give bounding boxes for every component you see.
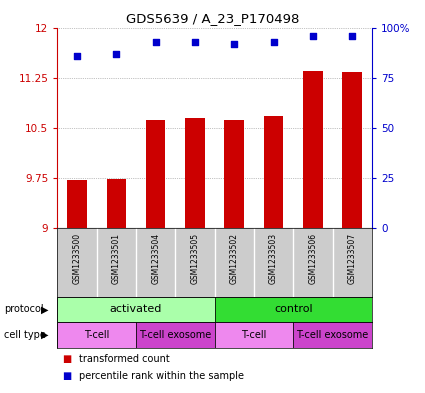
Bar	[146, 120, 165, 228]
Text: GSM1233502: GSM1233502	[230, 233, 239, 284]
Text: ■: ■	[62, 371, 71, 381]
Text: control: control	[274, 305, 312, 314]
Text: ▶: ▶	[41, 330, 49, 340]
Point	[113, 50, 120, 57]
Bar	[215, 297, 372, 322]
Text: T-cell exosome: T-cell exosome	[139, 330, 211, 340]
Point	[192, 39, 198, 45]
Text: GSM1233506: GSM1233506	[309, 233, 317, 284]
Bar	[264, 116, 283, 228]
Text: cell type: cell type	[4, 330, 46, 340]
Text: GSM1233500: GSM1233500	[73, 233, 82, 284]
Text: percentile rank within the sample: percentile rank within the sample	[79, 371, 244, 381]
Point	[349, 32, 356, 39]
Text: GSM1233501: GSM1233501	[112, 233, 121, 284]
Text: GDS5639 / A_23_P170498: GDS5639 / A_23_P170498	[126, 12, 299, 25]
Text: ▶: ▶	[41, 305, 49, 314]
Bar	[224, 120, 244, 228]
Bar	[185, 118, 205, 228]
Text: GSM1233504: GSM1233504	[151, 233, 160, 284]
Bar	[215, 322, 293, 348]
Text: T-cell: T-cell	[241, 330, 266, 340]
Bar	[57, 322, 136, 348]
Bar	[57, 297, 215, 322]
Point	[74, 52, 80, 59]
Text: GSM1233507: GSM1233507	[348, 233, 357, 284]
Bar	[343, 72, 362, 228]
Point	[231, 40, 238, 47]
Bar	[107, 179, 126, 228]
Bar	[136, 322, 215, 348]
Point	[270, 39, 277, 45]
Text: ■: ■	[62, 354, 71, 364]
Bar	[67, 180, 87, 228]
Text: GSM1233505: GSM1233505	[190, 233, 199, 284]
Text: activated: activated	[110, 305, 162, 314]
Bar	[293, 322, 372, 348]
Text: T-cell: T-cell	[84, 330, 109, 340]
Point	[152, 39, 159, 45]
Text: transformed count: transformed count	[79, 354, 170, 364]
Text: protocol: protocol	[4, 305, 44, 314]
Point	[309, 32, 316, 39]
Text: GSM1233503: GSM1233503	[269, 233, 278, 284]
Bar	[303, 71, 323, 228]
Text: T-cell exosome: T-cell exosome	[296, 330, 368, 340]
